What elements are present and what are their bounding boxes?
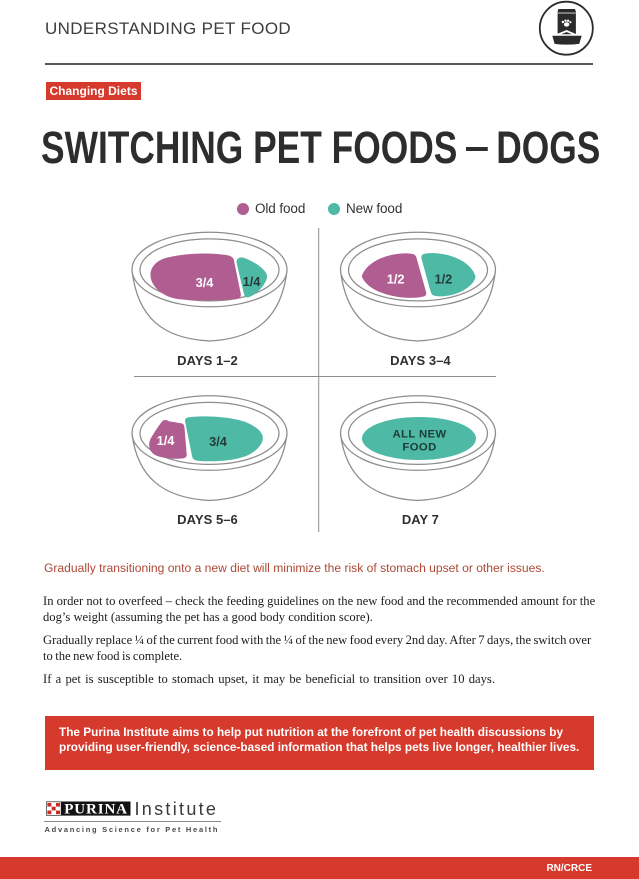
svg-text:1/4: 1/4 xyxy=(157,433,176,448)
svg-text:ALL NEW: ALL NEW xyxy=(392,429,446,441)
svg-text:3/4: 3/4 xyxy=(209,434,228,449)
svg-text:1/4: 1/4 xyxy=(243,274,262,289)
svg-text:PURINA: PURINA xyxy=(64,802,128,818)
svg-text:1/2: 1/2 xyxy=(435,272,453,287)
svg-text:FOOD: FOOD xyxy=(402,442,436,454)
svg-text:DAYS 5–6: DAYS 5–6 xyxy=(177,512,238,527)
svg-text:DAYS 1–2: DAYS 1–2 xyxy=(177,353,238,368)
svg-text:1/2: 1/2 xyxy=(387,272,405,287)
svg-text:3/4: 3/4 xyxy=(196,275,215,290)
svg-text:DAYS 3–4: DAYS 3–4 xyxy=(390,353,451,368)
svg-text:DAY 7: DAY 7 xyxy=(402,512,439,527)
